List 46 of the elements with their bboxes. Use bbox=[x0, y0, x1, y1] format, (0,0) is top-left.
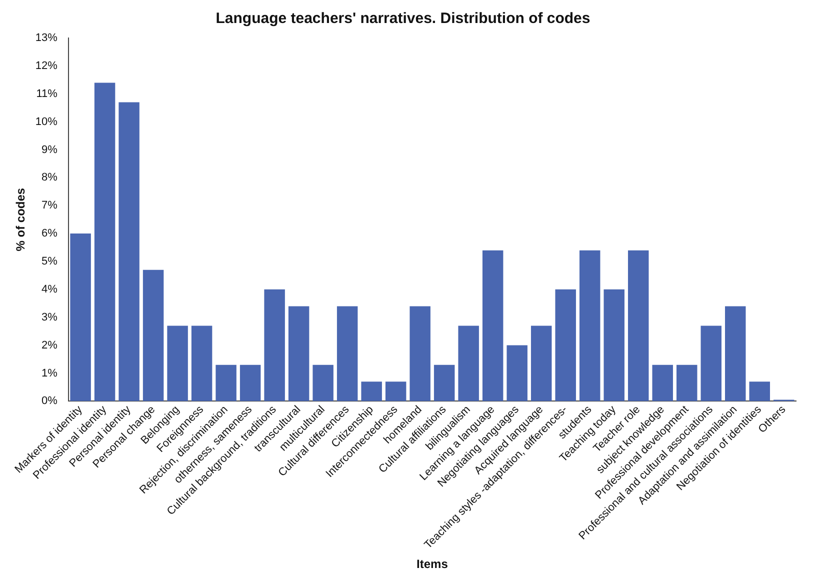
bar bbox=[725, 306, 746, 402]
y-tick-label: 6% bbox=[42, 228, 58, 240]
y-tick-label: 13% bbox=[35, 32, 58, 44]
y-tick-label: 3% bbox=[42, 311, 58, 324]
y-tick-label: 7% bbox=[42, 200, 58, 212]
bar bbox=[482, 250, 504, 402]
x-axis-title: Items bbox=[416, 557, 448, 572]
bar bbox=[700, 326, 722, 402]
bar bbox=[118, 102, 140, 402]
bar bbox=[604, 289, 624, 402]
y-tick-label: 11% bbox=[36, 88, 58, 100]
bar bbox=[70, 234, 91, 402]
bar bbox=[458, 326, 479, 402]
bar bbox=[676, 364, 698, 402]
bar bbox=[652, 364, 673, 402]
bar bbox=[628, 250, 649, 402]
y-tick-label: 8% bbox=[42, 172, 58, 184]
bar bbox=[94, 82, 116, 402]
bar bbox=[749, 382, 770, 402]
y-tick-label: 5% bbox=[42, 256, 58, 268]
bar bbox=[555, 289, 576, 402]
bar bbox=[312, 364, 334, 402]
bar bbox=[434, 364, 455, 402]
y-tick-label: 10% bbox=[35, 116, 58, 128]
bar bbox=[506, 345, 528, 402]
y-tick-label: 0% bbox=[42, 395, 58, 408]
bar bbox=[385, 382, 406, 402]
bar bbox=[288, 306, 310, 402]
bar bbox=[579, 250, 600, 402]
chart-title: Language teachers' narratives. Distribution of codes bbox=[216, 10, 590, 28]
y-tick-label: 2% bbox=[42, 339, 58, 352]
bar bbox=[142, 270, 164, 402]
y-tick-label: 1% bbox=[42, 367, 58, 380]
bar bbox=[361, 382, 382, 402]
bar bbox=[216, 364, 236, 402]
bar bbox=[410, 306, 430, 402]
bar bbox=[191, 326, 212, 402]
bar bbox=[264, 289, 285, 402]
y-tick-label: 12% bbox=[35, 60, 58, 72]
bar bbox=[530, 326, 552, 402]
bar bbox=[336, 306, 358, 402]
y-tick-label: 9% bbox=[42, 144, 58, 156]
bar bbox=[240, 364, 261, 402]
y-axis-title: % of codes bbox=[14, 188, 28, 252]
y-tick-label: 4% bbox=[42, 283, 58, 296]
bar bbox=[167, 326, 188, 402]
